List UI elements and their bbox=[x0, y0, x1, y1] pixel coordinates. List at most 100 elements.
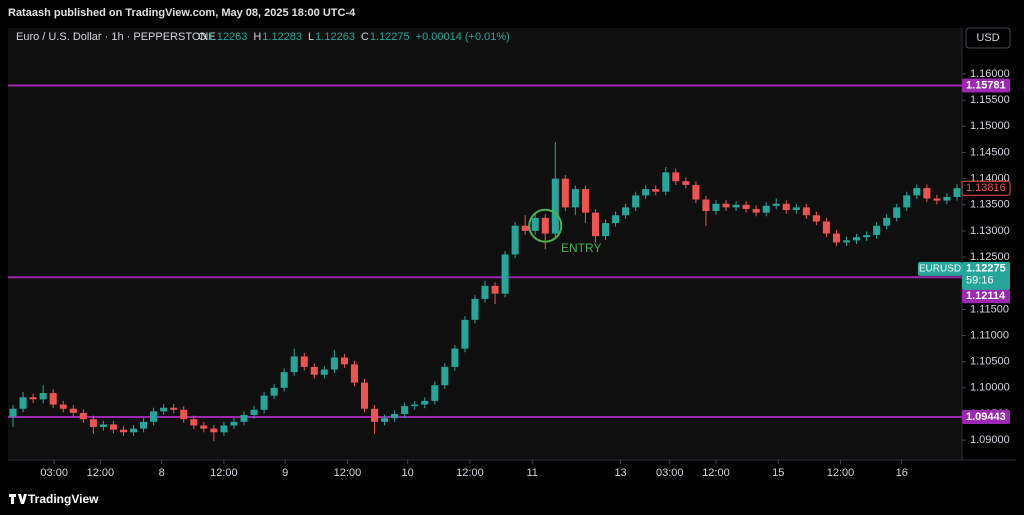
candle-body bbox=[300, 356, 308, 367]
plot-area bbox=[8, 28, 962, 460]
candle-body bbox=[632, 195, 640, 208]
candle-body bbox=[19, 397, 27, 409]
candle-body bbox=[662, 172, 670, 192]
x-tick-label: 12:00 bbox=[334, 467, 362, 479]
candle-body bbox=[501, 254, 509, 294]
candle-body bbox=[491, 285, 499, 294]
candle-body bbox=[802, 207, 810, 216]
candle-body bbox=[250, 409, 258, 416]
symbol-tag-label: EURUSD bbox=[919, 263, 961, 274]
ohlc-key: H bbox=[253, 31, 261, 43]
candle-body bbox=[29, 397, 37, 400]
candle-body bbox=[59, 404, 67, 409]
countdown-label: 59:16 bbox=[966, 275, 994, 287]
candle-body bbox=[290, 356, 298, 373]
candle-body bbox=[381, 418, 389, 422]
level-price-label: 1.15781 bbox=[966, 79, 1006, 91]
candle-body bbox=[210, 428, 218, 433]
currency-label[interactable]: USD bbox=[976, 32, 999, 44]
candle-body bbox=[722, 203, 730, 208]
candle-body bbox=[310, 366, 318, 375]
x-tick-label: 13 bbox=[614, 467, 626, 479]
x-tick-label: 9 bbox=[282, 467, 288, 479]
x-tick-label: 03:00 bbox=[40, 467, 68, 479]
candle-body bbox=[411, 404, 419, 407]
candle-body bbox=[682, 181, 690, 185]
ohlc-key: L bbox=[308, 31, 314, 43]
candle-body bbox=[150, 411, 158, 422]
x-tick-label: 16 bbox=[896, 467, 908, 479]
level-price-box bbox=[962, 289, 1010, 304]
candle-body bbox=[89, 419, 97, 428]
candle-body bbox=[551, 178, 559, 234]
candle-body bbox=[119, 429, 127, 433]
x-tick-label: 15 bbox=[772, 467, 784, 479]
candle-body bbox=[160, 407, 168, 412]
candle-body bbox=[712, 203, 720, 212]
y-tick-label: 1.09000 bbox=[970, 434, 1010, 446]
candle-body bbox=[561, 178, 569, 208]
level-price-label: 1.09443 bbox=[966, 411, 1006, 423]
candle-body bbox=[732, 204, 740, 208]
candle-body bbox=[853, 237, 861, 241]
x-tick-label: 8 bbox=[159, 467, 165, 479]
candle-body bbox=[360, 382, 369, 409]
candle-body bbox=[762, 205, 770, 213]
x-tick-label: 10 bbox=[402, 467, 414, 479]
candle-body bbox=[953, 188, 961, 197]
candle-body bbox=[109, 424, 117, 430]
candle-body bbox=[843, 240, 851, 243]
candle-body bbox=[541, 217, 549, 234]
candle-body bbox=[79, 412, 87, 420]
candle-body bbox=[371, 408, 379, 422]
level-price-label: 1.12114 bbox=[966, 290, 1006, 302]
x-tick-label: 11 bbox=[526, 467, 537, 479]
level-price-box bbox=[962, 409, 1010, 424]
candle-body bbox=[521, 225, 529, 231]
candle-body bbox=[832, 233, 840, 243]
candle-body bbox=[320, 369, 328, 375]
symbol-tag-box bbox=[918, 261, 962, 276]
brand-logo bbox=[9, 494, 27, 504]
candle-body bbox=[913, 188, 921, 196]
candle-body bbox=[742, 204, 750, 209]
candle-body bbox=[873, 225, 881, 236]
y-tick-label: 1.16000 bbox=[970, 68, 1010, 80]
candle-body bbox=[140, 421, 148, 429]
candle-body bbox=[230, 421, 238, 426]
candle-body bbox=[481, 285, 489, 299]
marker-price-box bbox=[961, 180, 1011, 196]
candle-body bbox=[130, 428, 138, 433]
candle-body bbox=[350, 364, 358, 383]
candle-body bbox=[99, 424, 107, 428]
candle-body bbox=[581, 189, 589, 213]
candle-body bbox=[812, 215, 820, 222]
currency-button[interactable] bbox=[965, 27, 1011, 49]
candle-body bbox=[220, 425, 228, 433]
last-price-box bbox=[962, 261, 1010, 290]
y-tick-label: 1.11000 bbox=[970, 329, 1009, 341]
marker-price-label: 1.13816 bbox=[966, 182, 1006, 194]
x-tick-label: 12:00 bbox=[702, 467, 730, 479]
candle-body bbox=[571, 189, 579, 208]
y-tick-label: 1.10000 bbox=[970, 382, 1010, 394]
candle-body bbox=[601, 223, 610, 237]
candle-body bbox=[923, 188, 931, 199]
candle-body bbox=[340, 357, 348, 365]
ohlc-value: 1.12283 bbox=[262, 31, 302, 43]
ohlc-value: 1.12275 bbox=[370, 31, 410, 43]
candle-body bbox=[280, 372, 288, 388]
candle-body bbox=[622, 207, 630, 216]
candle-body bbox=[692, 184, 700, 200]
ohlc-value: 1.12263 bbox=[315, 31, 355, 43]
candle-body bbox=[49, 393, 57, 405]
y-tick-label: 1.10500 bbox=[970, 356, 1010, 368]
candle-body bbox=[591, 212, 599, 237]
candle-body bbox=[863, 235, 871, 238]
publisher-line: Rataash published on TradingView.com, Ma… bbox=[8, 7, 356, 19]
candle-body bbox=[782, 203, 790, 211]
candle-body bbox=[612, 215, 620, 224]
brand: TradingView bbox=[28, 492, 99, 506]
x-tick-label: 12:00 bbox=[87, 467, 115, 479]
candle-body bbox=[642, 189, 650, 196]
